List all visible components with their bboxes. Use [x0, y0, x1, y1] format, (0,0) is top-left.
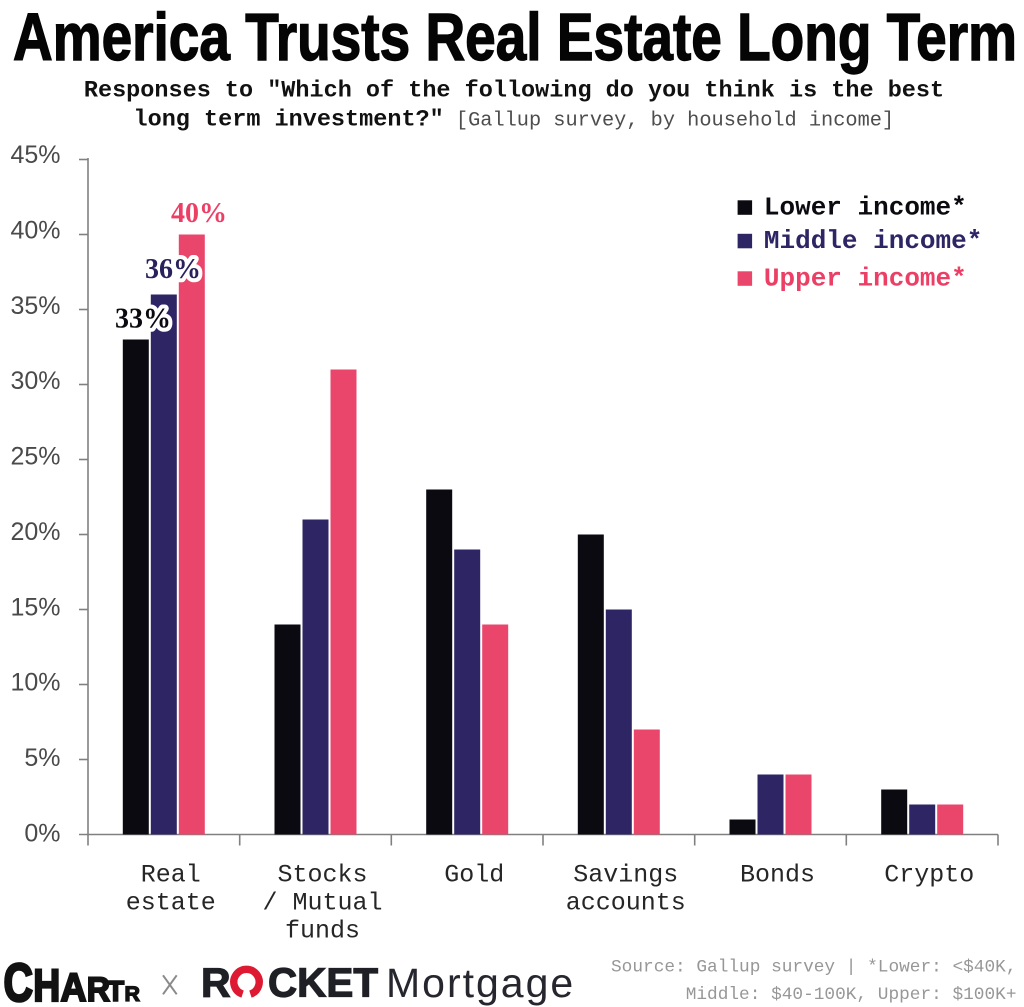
svg-text:45%: 45% — [10, 141, 60, 169]
svg-text:Savings: Savings — [573, 861, 678, 890]
svg-text:Bonds: Bonds — [740, 861, 815, 890]
svg-text:15%: 15% — [10, 593, 60, 621]
svg-text:Middle: $40-100K, Upper: $100K: Middle: $40-100K, Upper: $100K+ — [686, 985, 1017, 1005]
svg-text:/ Mutual: / Mutual — [262, 889, 382, 918]
svg-text:R: R — [125, 983, 141, 1006]
svg-text:Crypto: Crypto — [884, 861, 974, 890]
svg-text:25%: 25% — [10, 443, 60, 471]
svg-text:20%: 20% — [10, 518, 60, 546]
svg-text:36%: 36% — [145, 254, 201, 285]
svg-text:R: R — [87, 971, 110, 1007]
svg-text:accounts: accounts — [566, 889, 686, 918]
svg-text:America Trusts Real Estate Lon: America Trusts Real Estate Long Term — [13, 0, 1017, 75]
svg-text:Responses to "Which of the fol: Responses to "Which of the following do … — [84, 78, 944, 105]
svg-text:5%: 5% — [24, 744, 60, 772]
svg-text:0%: 0% — [24, 819, 60, 847]
svg-text:long term investment?" [Gallup: long term investment?" [Gallup survey, b… — [134, 107, 895, 134]
svg-text:Mortgage: Mortgage — [386, 960, 575, 1006]
svg-text:Gold: Gold — [444, 861, 504, 890]
svg-text:CKET: CKET — [268, 960, 378, 1006]
svg-text:Real: Real — [141, 861, 201, 890]
svg-text:40%: 40% — [10, 216, 60, 244]
svg-text:30%: 30% — [10, 367, 60, 395]
svg-text:40%: 40% — [171, 198, 227, 229]
svg-text:H: H — [33, 960, 60, 1007]
svg-text:estate: estate — [126, 889, 216, 918]
svg-text:Middle income*: Middle income* — [764, 226, 982, 256]
svg-text:10%: 10% — [10, 669, 60, 697]
svg-text:C: C — [4, 953, 34, 1007]
svg-text:33%: 33% — [115, 304, 171, 335]
svg-text:funds: funds — [285, 917, 360, 946]
svg-text:Stocks: Stocks — [277, 861, 367, 890]
svg-text:R: R — [201, 960, 231, 1006]
svg-text:35%: 35% — [10, 292, 60, 320]
svg-text:A: A — [61, 966, 87, 1007]
svg-text:T: T — [107, 976, 125, 1007]
svg-text:Upper income*: Upper income* — [764, 264, 967, 294]
svg-text:Source: Gallup survey | *Lower: Source: Gallup survey | *Lower: <$40K, — [611, 958, 1016, 978]
svg-text:Lower income*: Lower income* — [764, 193, 967, 223]
